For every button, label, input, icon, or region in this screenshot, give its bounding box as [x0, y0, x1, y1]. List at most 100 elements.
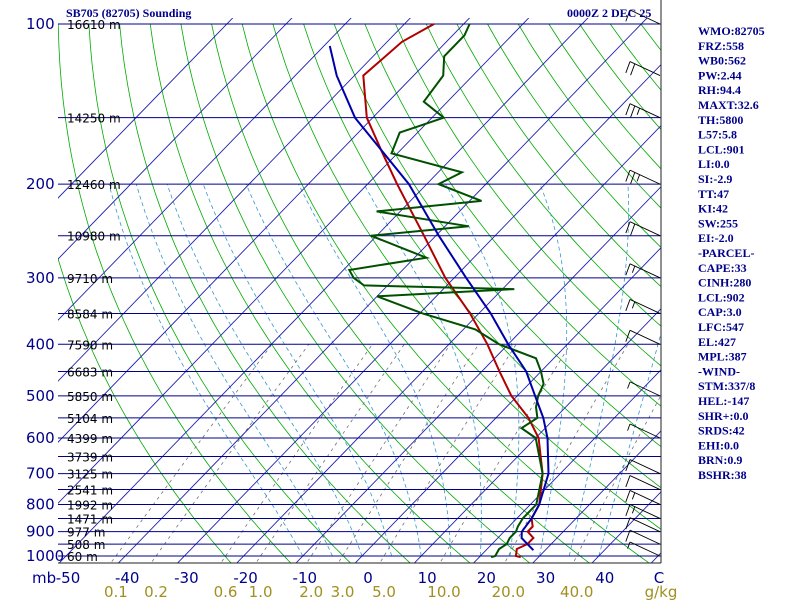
wind-barb [625, 490, 661, 505]
index-item: SW:255 [698, 216, 738, 230]
index-item: MAXT:32.6 [698, 98, 759, 112]
isotherm [413, 308, 661, 563]
mixing-ratio-tick: 2.0 [299, 583, 323, 600]
height-label: 508 m [67, 538, 105, 552]
wind-barb-flag [625, 9, 631, 22]
pressure-tick: 300 [26, 269, 55, 287]
dry-adiabat [119, 23, 411, 563]
wind-barb-staff [629, 517, 661, 533]
mixing-ratio-line [572, 394, 661, 563]
height-label: 12460 m [67, 178, 121, 192]
index-item: SI:-2.9 [698, 172, 732, 186]
height-label: 1471 m [67, 512, 113, 526]
wind-barb-staff [629, 529, 661, 545]
dry-adiabat [58, 23, 292, 563]
wind-barb-flag [625, 169, 631, 182]
index-item: LFC:547 [698, 320, 744, 334]
mixing-ratio-tick: 1.0 [249, 583, 273, 600]
index-item: -PARCEL- [698, 246, 754, 260]
dry-adiabat [303, 23, 661, 489]
indices-panel: WMO:82705FRZ:558WB0:562PW:2.44RH:94.4MAX… [698, 24, 765, 482]
index-item: EI:-2.0 [698, 231, 734, 245]
wind-barb-flag [625, 263, 631, 276]
dry-adiabat [58, 257, 232, 563]
mixing-ratio-tick: 10.0 [427, 583, 460, 600]
mixing-ratio-line [150, 344, 310, 563]
index-item: PW:2.44 [698, 68, 742, 82]
wind-barb-flag [627, 423, 631, 431]
pressure-tick: 600 [26, 429, 55, 447]
mixing-ratio-line [379, 344, 517, 563]
temperature-tick: 40 [595, 569, 614, 587]
mixing-ratio-tick: 0.6 [214, 583, 238, 600]
wind-barb-flag [625, 459, 631, 472]
wind-barb [625, 475, 661, 490]
index-item: RH:94.4 [698, 83, 741, 97]
wind-barb-staff [629, 475, 661, 490]
height-label: 2541 m [67, 484, 113, 498]
wind-barb-flag [631, 301, 636, 309]
index-item: EHI:0.0 [698, 438, 739, 452]
profile-line-3 [328, 45, 550, 551]
wind-barb-flag [630, 105, 636, 118]
wind-barb [625, 299, 661, 314]
wind-barb-flag [625, 61, 631, 74]
wind-barb-flag [625, 475, 631, 488]
isotherm [295, 186, 661, 563]
wind-barb-flag [636, 108, 641, 115]
mixing-ratio-line [306, 344, 451, 563]
wind-barb [625, 103, 661, 119]
wind-barb-flag [630, 223, 636, 236]
index-item: WB0:562 [698, 54, 746, 68]
mixing-ratio-line [504, 344, 629, 563]
wind-barb [625, 61, 661, 76]
height-label: 977 m [67, 526, 105, 540]
height-label: 3739 m [67, 450, 113, 464]
index-item: HEL:-147 [698, 394, 749, 408]
height-label: 1992 m [67, 498, 113, 512]
dry-adiabat [395, 23, 661, 367]
isotherm [354, 247, 661, 563]
index-item: BRN:0.9 [698, 453, 742, 467]
sounding-time: 0000Z 2 DEC 25 [567, 6, 651, 20]
height-label: 5104 m [67, 412, 113, 426]
index-item: TH:5800 [698, 113, 743, 127]
height-label: 7590 m [67, 338, 113, 352]
wind-barb [625, 329, 661, 345]
wind-barb-flag [627, 541, 631, 549]
pressure-tick: 1000 [26, 547, 64, 565]
isotherm [58, 18, 293, 260]
index-item: FRZ:558 [698, 39, 744, 53]
height-label: 10980 m [67, 230, 121, 244]
wind-barb-flag [625, 330, 631, 342]
wind-barb-flag [625, 103, 631, 116]
wind-barb [625, 529, 661, 545]
wind-barb [625, 169, 661, 185]
station-title: SB705 (82705) Sounding [66, 6, 191, 20]
wind-barb-flag [636, 174, 641, 182]
isotherm [58, 18, 471, 443]
isotherm [58, 18, 589, 563]
moist-adiabat [363, 183, 482, 557]
temperature-tick: 30 [536, 569, 555, 587]
temperature-unit-label: C [654, 569, 664, 587]
wind-barb [627, 541, 661, 557]
mixing-ratio-tick: 0.2 [144, 583, 168, 600]
mixing-ratio-tick: 40.0 [560, 583, 593, 600]
height-label: 6683 m [67, 366, 113, 380]
wind-barb [625, 517, 661, 533]
isotherm [472, 369, 661, 563]
isotherm [58, 18, 234, 199]
height-label: 60 m [67, 550, 98, 564]
wind-barb [625, 263, 661, 279]
wind-barb-flag [631, 492, 636, 500]
wind-barb-staff [629, 541, 661, 557]
temperature-tick: 10 [418, 569, 437, 587]
index-item: BSHR:38 [698, 468, 747, 482]
dry-adiabat [180, 23, 531, 563]
dry-adiabat [456, 23, 661, 288]
wind-barb-flag [625, 221, 631, 234]
pressure-tick: 500 [26, 387, 55, 405]
wind-barb-flag [625, 299, 631, 311]
